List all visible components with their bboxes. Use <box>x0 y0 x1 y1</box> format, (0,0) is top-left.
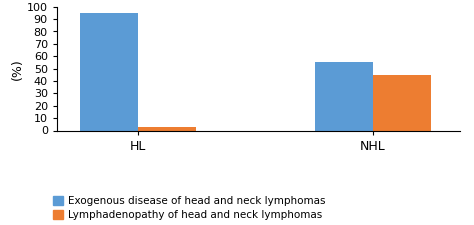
Bar <box>315 62 373 130</box>
Y-axis label: (%): (%) <box>11 58 24 79</box>
Bar <box>138 127 196 130</box>
Bar <box>81 13 138 130</box>
Bar <box>373 75 431 130</box>
Legend: Exogenous disease of head and neck lymphomas, Lymphadenopathy of head and neck l: Exogenous disease of head and neck lymph… <box>53 196 326 220</box>
